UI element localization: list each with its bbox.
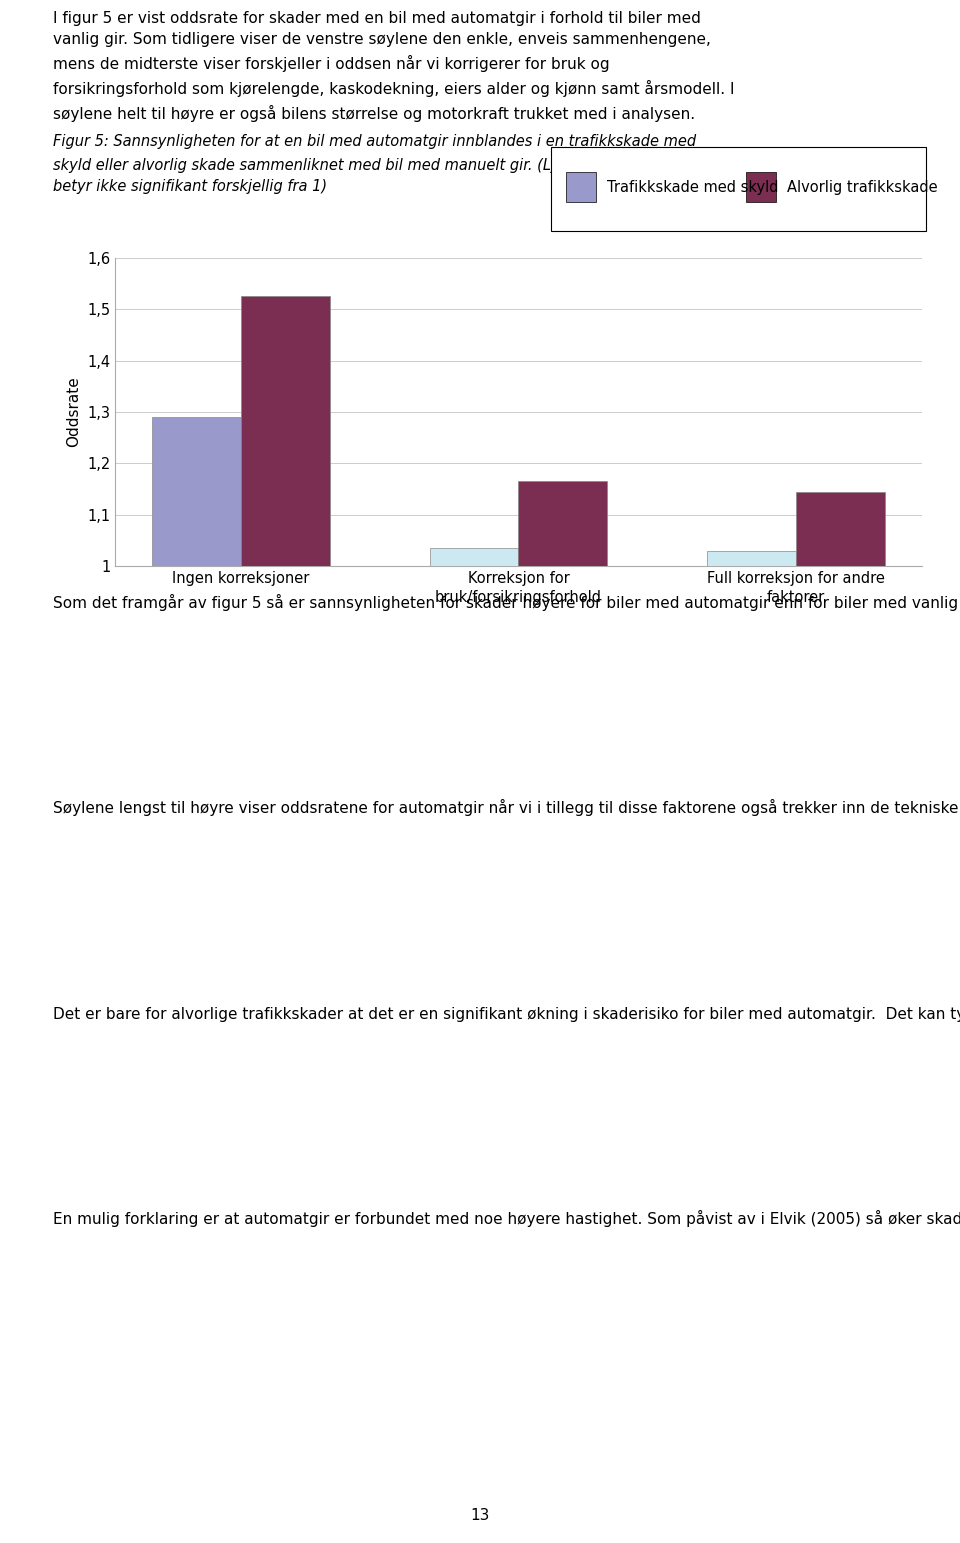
Text: Figur 5: Sannsynligheten for at en bil med automatgir innblandes i en trafikkska: Figur 5: Sannsynligheten for at en bil m… (53, 134, 696, 194)
Bar (429, 548, 518, 566)
Text: 13: 13 (470, 1509, 490, 1523)
Text: Alvorlig trafikkskade: Alvorlig trafikkskade (787, 181, 938, 194)
Text: Det er bare for alvorlige trafikkskader at det er en signifikant økning i skader: Det er bare for alvorlige trafikkskader … (53, 1004, 960, 1021)
Text: Som det framgår av figur 5 så er sannsynligheten for skader høyere for biler med: Som det framgår av figur 5 så er sannsyn… (53, 594, 960, 611)
Text: Søylene lengst til høyre viser oddsratene for automatgir når vi i tillegg til di: Søylene lengst til høyre viser oddsraten… (53, 799, 960, 816)
Text: Trafikkskade med skyld: Trafikkskade med skyld (607, 181, 779, 194)
Bar (152, 417, 241, 566)
Bar (796, 492, 885, 566)
Bar (565, 173, 596, 202)
Bar (746, 173, 776, 202)
Text: I figur 5 er vist oddsrate for skader med en bil med automatgir i forhold til bi: I figur 5 er vist oddsrate for skader me… (53, 11, 734, 122)
Bar (518, 481, 608, 566)
Text: En mulig forklaring er at automatgir er forbundet med noe høyere hastighet. Som : En mulig forklaring er at automatgir er … (53, 1210, 960, 1227)
Y-axis label: Oddsrate: Oddsrate (66, 376, 82, 447)
FancyBboxPatch shape (551, 147, 926, 231)
Bar (708, 551, 796, 566)
Bar (241, 296, 329, 566)
